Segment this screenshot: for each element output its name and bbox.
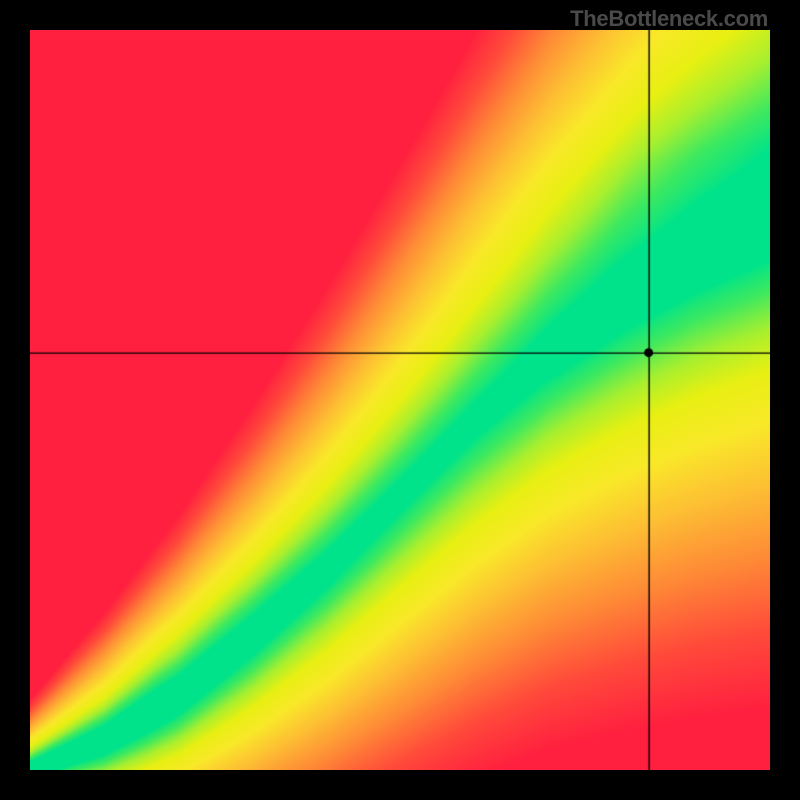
watermark-text: TheBottleneck.com — [570, 6, 768, 32]
bottleneck-heatmap — [30, 30, 770, 770]
